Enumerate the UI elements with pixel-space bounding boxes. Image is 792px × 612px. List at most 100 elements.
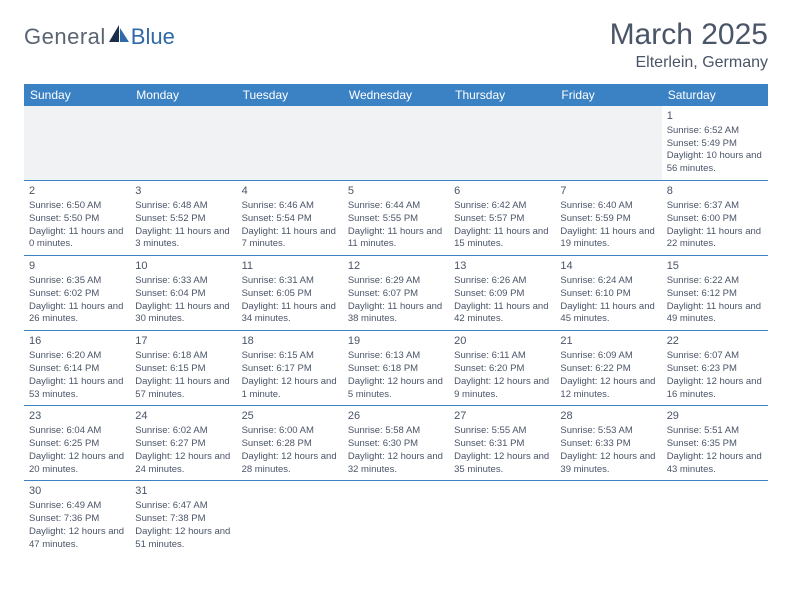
day-cell: 3Sunrise: 6:48 AMSunset: 5:52 PMDaylight… — [130, 181, 236, 255]
week-row: 23Sunrise: 6:04 AMSunset: 6:25 PMDayligh… — [24, 406, 768, 481]
day-cell-blank — [662, 481, 768, 555]
sunrise-text: Sunrise: 6:13 AM — [348, 350, 444, 363]
day-number: 22 — [667, 334, 763, 349]
sunrise-text: Sunrise: 5:55 AM — [454, 425, 550, 438]
sunrise-text: Sunrise: 6:09 AM — [560, 350, 656, 363]
day-cell: 17Sunrise: 6:18 AMSunset: 6:15 PMDayligh… — [130, 331, 236, 405]
day-cell: 4Sunrise: 6:46 AMSunset: 5:54 PMDaylight… — [237, 181, 343, 255]
week-row: 16Sunrise: 6:20 AMSunset: 6:14 PMDayligh… — [24, 331, 768, 406]
day-number: 3 — [135, 184, 231, 199]
sunrise-text: Sunrise: 6:18 AM — [135, 350, 231, 363]
sunrise-text: Sunrise: 6:35 AM — [29, 275, 125, 288]
sunrise-text: Sunrise: 6:42 AM — [454, 200, 550, 213]
day-cell-blank — [343, 481, 449, 555]
calendar-page: General Blue March 2025 Elterlein, Germa… — [0, 0, 792, 574]
day-cell: 21Sunrise: 6:09 AMSunset: 6:22 PMDayligh… — [555, 331, 661, 405]
sunset-text: Sunset: 5:49 PM — [667, 138, 763, 151]
sunset-text: Sunset: 6:05 PM — [242, 288, 338, 301]
day-cell-blank — [130, 106, 236, 180]
sunset-text: Sunset: 5:52 PM — [135, 213, 231, 226]
daylight-text: Daylight: 12 hours and 32 minutes. — [348, 451, 444, 477]
day-number: 30 — [29, 484, 125, 499]
sunset-text: Sunset: 6:18 PM — [348, 363, 444, 376]
day-number: 16 — [29, 334, 125, 349]
sunset-text: Sunset: 5:50 PM — [29, 213, 125, 226]
sunset-text: Sunset: 6:04 PM — [135, 288, 231, 301]
day-number: 24 — [135, 409, 231, 424]
day-header: Friday — [555, 84, 661, 106]
day-number: 26 — [348, 409, 444, 424]
sunrise-text: Sunrise: 6:48 AM — [135, 200, 231, 213]
logo-text-1: General — [24, 24, 106, 50]
day-cell-blank — [237, 106, 343, 180]
weeks-container: 1Sunrise: 6:52 AMSunset: 5:49 PMDaylight… — [24, 106, 768, 556]
day-number: 21 — [560, 334, 656, 349]
daylight-text: Daylight: 12 hours and 16 minutes. — [667, 376, 763, 402]
day-cell: 30Sunrise: 6:49 AMSunset: 7:36 PMDayligh… — [24, 481, 130, 555]
day-cell: 15Sunrise: 6:22 AMSunset: 6:12 PMDayligh… — [662, 256, 768, 330]
day-cell: 27Sunrise: 5:55 AMSunset: 6:31 PMDayligh… — [449, 406, 555, 480]
daylight-text: Daylight: 11 hours and 0 minutes. — [29, 226, 125, 252]
sunrise-text: Sunrise: 6:26 AM — [454, 275, 550, 288]
day-cell-blank — [24, 106, 130, 180]
sunset-text: Sunset: 6:14 PM — [29, 363, 125, 376]
daylight-text: Daylight: 12 hours and 47 minutes. — [29, 526, 125, 552]
sunset-text: Sunset: 6:17 PM — [242, 363, 338, 376]
day-number: 10 — [135, 259, 231, 274]
day-header-row: SundayMondayTuesdayWednesdayThursdayFrid… — [24, 84, 768, 106]
sunrise-text: Sunrise: 5:58 AM — [348, 425, 444, 438]
daylight-text: Daylight: 12 hours and 24 minutes. — [135, 451, 231, 477]
sunrise-text: Sunrise: 6:33 AM — [135, 275, 231, 288]
daylight-text: Daylight: 12 hours and 43 minutes. — [667, 451, 763, 477]
daylight-text: Daylight: 12 hours and 5 minutes. — [348, 376, 444, 402]
sunset-text: Sunset: 6:27 PM — [135, 438, 231, 451]
daylight-text: Daylight: 11 hours and 7 minutes. — [242, 226, 338, 252]
day-number: 7 — [560, 184, 656, 199]
sunset-text: Sunset: 6:35 PM — [667, 438, 763, 451]
daylight-text: Daylight: 12 hours and 1 minute. — [242, 376, 338, 402]
daylight-text: Daylight: 11 hours and 34 minutes. — [242, 301, 338, 327]
week-row: 30Sunrise: 6:49 AMSunset: 7:36 PMDayligh… — [24, 481, 768, 555]
daylight-text: Daylight: 12 hours and 12 minutes. — [560, 376, 656, 402]
sunrise-text: Sunrise: 6:49 AM — [29, 500, 125, 513]
week-row: 2Sunrise: 6:50 AMSunset: 5:50 PMDaylight… — [24, 181, 768, 256]
day-number: 19 — [348, 334, 444, 349]
day-cell: 11Sunrise: 6:31 AMSunset: 6:05 PMDayligh… — [237, 256, 343, 330]
day-cell: 31Sunrise: 6:47 AMSunset: 7:38 PMDayligh… — [130, 481, 236, 555]
daylight-text: Daylight: 12 hours and 28 minutes. — [242, 451, 338, 477]
calendar-grid: SundayMondayTuesdayWednesdayThursdayFrid… — [24, 84, 768, 556]
day-number: 28 — [560, 409, 656, 424]
day-number: 5 — [348, 184, 444, 199]
month-title: March 2025 — [610, 18, 768, 52]
day-cell: 20Sunrise: 6:11 AMSunset: 6:20 PMDayligh… — [449, 331, 555, 405]
sunset-text: Sunset: 6:09 PM — [454, 288, 550, 301]
sunset-text: Sunset: 6:22 PM — [560, 363, 656, 376]
day-number: 27 — [454, 409, 550, 424]
day-cell: 26Sunrise: 5:58 AMSunset: 6:30 PMDayligh… — [343, 406, 449, 480]
day-cell: 25Sunrise: 6:00 AMSunset: 6:28 PMDayligh… — [237, 406, 343, 480]
sunrise-text: Sunrise: 6:07 AM — [667, 350, 763, 363]
daylight-text: Daylight: 11 hours and 49 minutes. — [667, 301, 763, 327]
sunrise-text: Sunrise: 5:53 AM — [560, 425, 656, 438]
daylight-text: Daylight: 10 hours and 56 minutes. — [667, 150, 763, 176]
day-cell: 10Sunrise: 6:33 AMSunset: 6:04 PMDayligh… — [130, 256, 236, 330]
day-header: Wednesday — [343, 84, 449, 106]
sunset-text: Sunset: 5:54 PM — [242, 213, 338, 226]
day-cell: 14Sunrise: 6:24 AMSunset: 6:10 PMDayligh… — [555, 256, 661, 330]
day-number: 31 — [135, 484, 231, 499]
day-number: 20 — [454, 334, 550, 349]
sunrise-text: Sunrise: 6:31 AM — [242, 275, 338, 288]
day-cell: 23Sunrise: 6:04 AMSunset: 6:25 PMDayligh… — [24, 406, 130, 480]
day-header: Tuesday — [237, 84, 343, 106]
day-header: Thursday — [449, 84, 555, 106]
day-number: 12 — [348, 259, 444, 274]
sunrise-text: Sunrise: 6:11 AM — [454, 350, 550, 363]
daylight-text: Daylight: 11 hours and 30 minutes. — [135, 301, 231, 327]
location-label: Elterlein, Germany — [610, 54, 768, 72]
day-cell: 1Sunrise: 6:52 AMSunset: 5:49 PMDaylight… — [662, 106, 768, 180]
sunset-text: Sunset: 6:15 PM — [135, 363, 231, 376]
logo: General Blue — [24, 24, 175, 50]
sunset-text: Sunset: 6:33 PM — [560, 438, 656, 451]
daylight-text: Daylight: 11 hours and 22 minutes. — [667, 226, 763, 252]
week-row: 9Sunrise: 6:35 AMSunset: 6:02 PMDaylight… — [24, 256, 768, 331]
